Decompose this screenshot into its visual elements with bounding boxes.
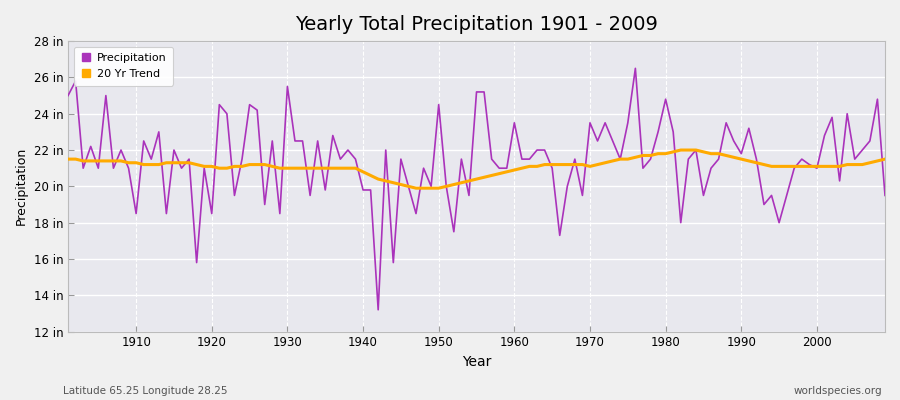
Title: Yearly Total Precipitation 1901 - 2009: Yearly Total Precipitation 1901 - 2009 — [295, 15, 658, 34]
Y-axis label: Precipitation: Precipitation — [15, 147, 28, 226]
Text: Latitude 65.25 Longitude 28.25: Latitude 65.25 Longitude 28.25 — [63, 386, 228, 396]
Text: worldspecies.org: worldspecies.org — [794, 386, 882, 396]
Legend: Precipitation, 20 Yr Trend: Precipitation, 20 Yr Trend — [74, 47, 174, 86]
X-axis label: Year: Year — [462, 355, 491, 369]
